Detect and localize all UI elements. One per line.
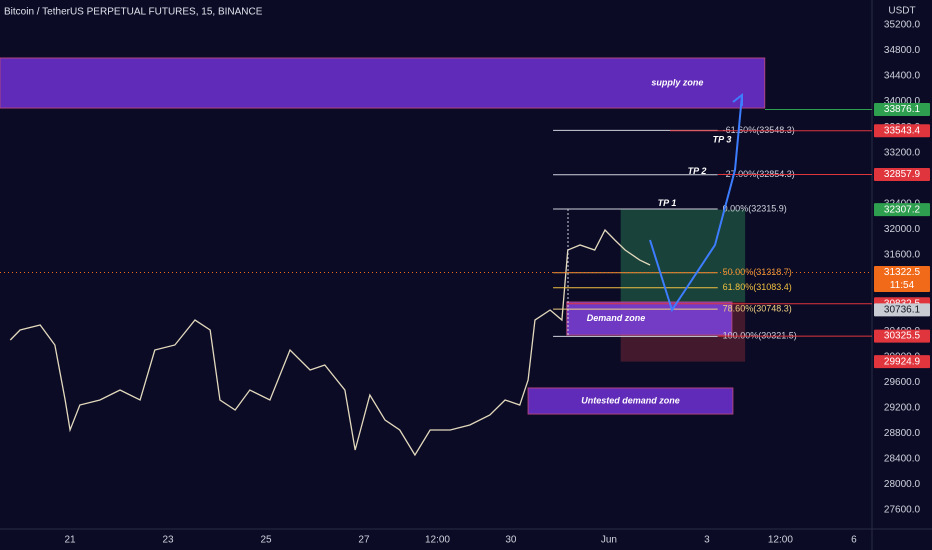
fib-label: 78.60%(30748.3) — [723, 303, 792, 313]
position-box — [620, 209, 746, 303]
price-badge-label: 30325.5 — [884, 331, 921, 342]
price-badge-label: 33876.1 — [884, 104, 921, 115]
x-tick-label: 25 — [260, 535, 272, 546]
y-tick-label: 29200.0 — [884, 403, 921, 414]
target-label: TP 3 — [713, 134, 732, 144]
price-badge-label: 30736.1 — [884, 305, 921, 316]
x-tick-label: 27 — [358, 535, 370, 546]
fib-label: 61.80%(31083.4) — [723, 282, 792, 292]
price-badge-label: 32857.9 — [884, 169, 921, 180]
x-tick-label: 3 — [704, 535, 710, 546]
y-tick-label: 34400.0 — [884, 71, 921, 82]
y-tick-label: 33200.0 — [884, 147, 921, 158]
price-line — [9, 228, 651, 457]
price-badge-label: 33543.4 — [884, 125, 921, 136]
y-tick-label: 34000.0 — [884, 96, 921, 107]
x-tick-label: Jun — [601, 535, 617, 546]
price-badge — [874, 329, 930, 343]
x-tick-label: 6 — [851, 535, 857, 546]
y-tick-label: 28800.0 — [884, 428, 921, 439]
y-tick-label: 27600.0 — [884, 505, 921, 516]
y-tick-label: 31600.0 — [884, 249, 921, 260]
price-badge — [874, 265, 930, 292]
zone — [527, 387, 734, 415]
price-badge — [874, 167, 930, 181]
price-badge-label: 29924.9 — [884, 356, 921, 367]
price-badge — [874, 355, 930, 369]
x-tick-label: 23 — [162, 535, 174, 546]
arrow-head — [732, 92, 743, 106]
plot: supply zone Demand zone Untested demand zo… — [0, 20, 921, 546]
chart-title: Bitcoin / TetherUS PERPETUAL FUTURES, 15… — [4, 7, 263, 18]
fib-label: 0.00%(32315.9) — [723, 203, 787, 213]
target-label: TP 1 — [658, 198, 677, 208]
zone-label: Demand zone — [587, 313, 646, 323]
y-tick-label: 35200.0 — [884, 20, 921, 31]
y-tick-label: 32000.0 — [884, 224, 921, 235]
zone — [566, 301, 733, 336]
x-tick-label: 12:00 — [768, 535, 793, 546]
price-badge-label: 31322.5 — [884, 267, 921, 278]
zone — [0, 57, 766, 109]
x-tick-label: 12:00 — [425, 535, 450, 546]
price-badge — [874, 303, 930, 317]
countdown-label: 11:54 — [890, 280, 915, 291]
y-tick-label: 28000.0 — [884, 479, 921, 490]
y-tick-label: 29600.0 — [884, 377, 921, 388]
price-badge — [874, 203, 930, 217]
projection-arrow — [649, 94, 743, 313]
zone-label: supply zone — [651, 77, 703, 87]
price-badge — [874, 124, 930, 138]
fib-label: -61.60%(33548.3) — [723, 125, 795, 135]
y-tick-label: 34800.0 — [884, 45, 921, 56]
price-badge — [874, 102, 930, 116]
target-label: TP 2 — [688, 166, 707, 176]
currency: USDT — [888, 6, 915, 17]
y-tick-label: 28400.0 — [884, 454, 921, 465]
x-tick-label: 21 — [64, 535, 76, 546]
price-badge-label: 32307.2 — [884, 204, 921, 215]
x-tick-label: 30 — [505, 535, 517, 546]
fib-label: 50.00%(31318.7) — [723, 267, 792, 277]
zone-label: Untested demand zone — [581, 395, 680, 405]
